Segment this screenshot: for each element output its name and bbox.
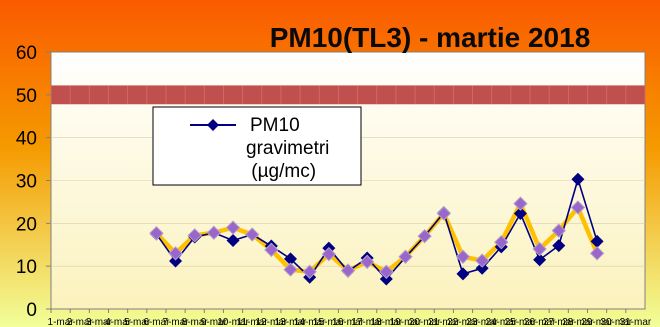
point-highlight [244, 227, 260, 242]
x-tick-label: 27-mar [543, 317, 575, 327]
point-highlight [283, 262, 298, 277]
point-highlight [264, 242, 279, 258]
x-tick-label: 8-mar [182, 317, 209, 327]
point-highlight [551, 223, 566, 238]
point-pm10 [284, 252, 298, 266]
limit-band [51, 85, 645, 105]
x-tick-label: 7-mar [162, 317, 189, 327]
x-tick-label: 12-mar [256, 317, 288, 327]
x-tick-label: 2-mar [67, 317, 94, 327]
x-tick-label: 29-mar [581, 317, 613, 327]
y-tick-label: 40 [16, 129, 37, 150]
point-highlight [187, 228, 202, 243]
x-tick-label: 11-mar [237, 317, 269, 327]
point-highlight [340, 263, 356, 278]
legend-label: PM10 gravimetri (µg/mc) [246, 115, 329, 182]
y-tick-label: 60 [16, 43, 37, 64]
x-tick-label: 4-mar [105, 317, 132, 327]
point-highlight [359, 254, 375, 270]
point-highlight [379, 264, 394, 279]
legend-label-line: PM10 [250, 115, 300, 136]
point-highlight [417, 228, 432, 244]
point-highlight [455, 249, 471, 264]
x-tick-label: 10-mar [217, 317, 249, 327]
x-tick-label: 31-mar [620, 317, 652, 327]
point-highlight [302, 264, 317, 279]
point-highlight [168, 246, 183, 261]
x-tick-label: 24-mar [485, 317, 517, 327]
x-tick-label: 14-mar [294, 317, 326, 327]
x-tick-label: 9-mar [201, 317, 228, 327]
x-tick-label: 25-mar [505, 317, 537, 327]
point-pm10 [456, 267, 470, 281]
point-highlight [225, 220, 241, 235]
x-tick-label: 30-mar [600, 317, 632, 327]
legend: PM10 gravimetri (µg/mc) [152, 106, 362, 186]
legend-marker [207, 119, 219, 131]
x-tick-label: 21-mar [428, 317, 460, 327]
y-tick-label: 30 [16, 172, 37, 193]
x-tick-label: 28-mar [562, 317, 594, 327]
x-tick-label: 23-mar [466, 317, 498, 327]
point-highlight [474, 253, 490, 268]
point-pm10 [379, 272, 393, 286]
point-pm10 [590, 234, 604, 248]
x-tick-label: 15-mar [313, 317, 345, 327]
chart-title: PM10(TL3) - martie 2018 [270, 22, 591, 53]
y-tick-label: 50 [16, 86, 37, 107]
y-tick-label: 20 [16, 214, 37, 235]
point-pm10 [552, 239, 566, 253]
point-pm10 [226, 233, 240, 247]
x-tick-label: 3-mar [86, 317, 113, 327]
x-tick-label: 20-mar [409, 317, 441, 327]
x-tick-label: 26-mar [524, 317, 556, 327]
y-tick-label: 0 [26, 300, 37, 321]
point-highlight [513, 196, 528, 211]
x-tick-label: 16-mar [332, 317, 364, 327]
x-tick-label: 6-mar [143, 317, 170, 327]
legend-box [152, 106, 362, 186]
x-tick-label: 18-mar [370, 317, 402, 327]
point-pm10 [513, 206, 527, 220]
point-pm10 [533, 253, 547, 267]
legend-label-line: (µg/mc) [246, 161, 316, 182]
point-highlight [436, 206, 452, 221]
point-pm10 [169, 254, 183, 268]
y-tick-label: 10 [16, 257, 37, 278]
point-highlight [206, 225, 222, 240]
point-pm10 [571, 172, 585, 186]
x-tick-label: 5-mar [124, 317, 151, 327]
legend-label-line: gravimetri [246, 138, 329, 159]
x-tick-label: 13-mar [275, 317, 307, 327]
point-highlight [494, 234, 509, 250]
point-pm10 [475, 261, 489, 275]
point-highlight [570, 200, 586, 215]
point-highlight [589, 246, 605, 261]
point-highlight [321, 246, 337, 262]
x-tick-label: 22-mar [447, 317, 479, 327]
point-highlight [149, 225, 164, 241]
x-tick-label: 17-mar [351, 317, 383, 327]
point-highlight [532, 241, 547, 257]
point-highlight [398, 249, 413, 264]
x-tick-label: 1-mar [48, 317, 75, 327]
x-tick-label: 19-mar [390, 317, 422, 327]
